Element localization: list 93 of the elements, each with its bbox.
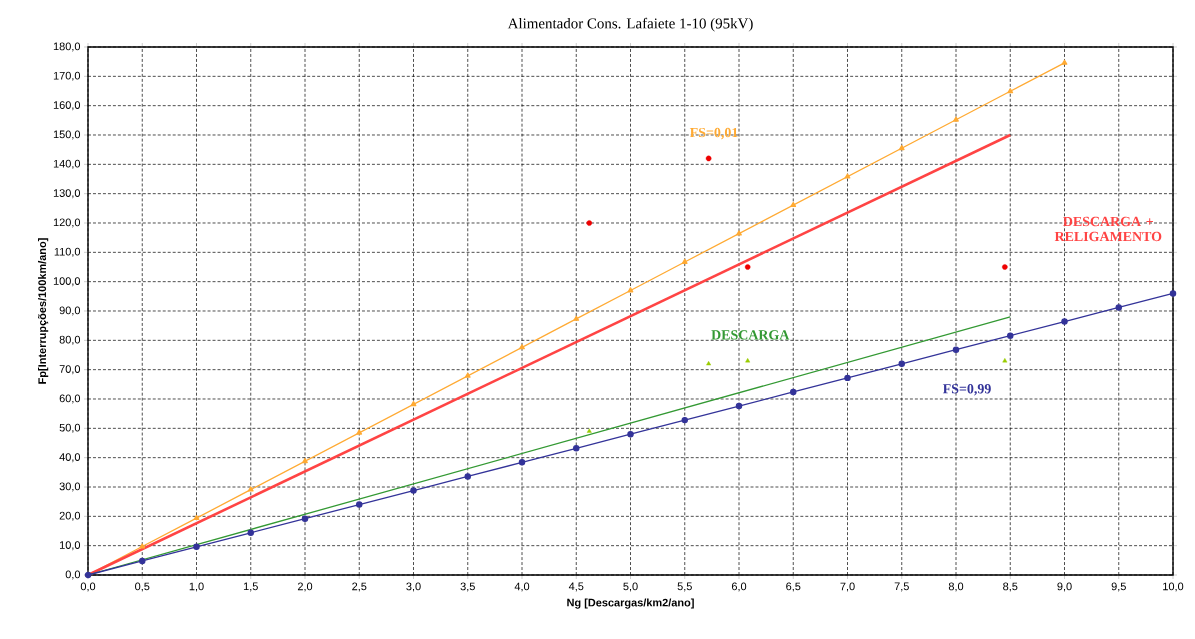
- y-tick-label: 110,0: [54, 247, 81, 257]
- y-tick-label: 100,0: [53, 277, 81, 287]
- point: [356, 501, 363, 508]
- point: [464, 473, 471, 480]
- x-tick-label: 8,0: [948, 582, 964, 592]
- point: [898, 360, 905, 368]
- y-tick-label: 130,0: [53, 189, 81, 199]
- x-tick-label: 1,0: [189, 582, 204, 592]
- x-tick-label: 4,5: [568, 582, 584, 592]
- y-tick-label: 70,0: [59, 365, 81, 375]
- point: [705, 155, 712, 162]
- y-tick-label: 20,0: [59, 511, 81, 521]
- text: FS=0,99: [942, 383, 991, 396]
- point: [706, 361, 712, 366]
- text: FS=0,01: [689, 127, 738, 140]
- y-tick-label: 170,0: [53, 71, 81, 81]
- x-tick-label: 4,0: [514, 582, 530, 592]
- x-tick-label: 7,5: [894, 582, 909, 592]
- point: [139, 557, 146, 565]
- x-tick-label: 0,5: [135, 582, 150, 592]
- point: [790, 201, 797, 208]
- x-tick-label: 6,5: [786, 582, 801, 592]
- x-tick-label: 0,0: [80, 582, 96, 592]
- y-tick-label: 180,0: [53, 42, 81, 52]
- point: [844, 173, 851, 179]
- point: [586, 220, 593, 226]
- point: [193, 543, 200, 551]
- y-tick-label: 30,0: [59, 482, 81, 492]
- y-tick-label: 90,0: [59, 306, 81, 316]
- y-tick-label: 40,0: [59, 453, 81, 463]
- x-tick-label: 2,5: [352, 582, 367, 592]
- point: [1002, 264, 1008, 270]
- point: [1115, 304, 1122, 311]
- point: [1169, 290, 1177, 297]
- point: [735, 402, 743, 410]
- x-tick-label: 5,0: [623, 582, 638, 592]
- x-tick-label: 1,5: [243, 582, 258, 592]
- point: [1007, 88, 1014, 94]
- point: [627, 287, 634, 293]
- point: [139, 543, 146, 549]
- point: [247, 529, 254, 536]
- point: [586, 428, 592, 433]
- point: [356, 429, 363, 435]
- point: [464, 372, 471, 378]
- point: [1061, 59, 1068, 65]
- point: [681, 258, 688, 264]
- text: DESCARGA + RELIGAMENTO: [1054, 216, 1162, 242]
- point: [844, 374, 851, 382]
- y-tick-label: 0,0: [65, 570, 81, 580]
- point: [519, 344, 525, 350]
- x-tick-label: 8,5: [1003, 582, 1018, 592]
- x-tick-label: 3,5: [460, 582, 475, 592]
- point: [1002, 358, 1008, 363]
- point: [898, 144, 905, 151]
- x-tick-label: 7,0: [840, 582, 855, 592]
- y-tick-label: 60,0: [59, 394, 81, 404]
- y-tick-label: 150,0: [53, 130, 81, 140]
- x-tick-label: 5,5: [677, 582, 692, 592]
- point: [1061, 318, 1068, 325]
- x-tick-label: 9,0: [1057, 582, 1072, 592]
- point: [681, 416, 688, 424]
- y-tick-label: 10,0: [59, 541, 81, 551]
- point: [953, 116, 959, 122]
- x-tick-label: 2,0: [297, 582, 313, 592]
- point: [952, 346, 960, 353]
- y-tick-label: 140,0: [53, 159, 81, 169]
- y-tick-label: 50,0: [59, 423, 81, 433]
- point: [301, 515, 309, 522]
- point: [736, 230, 742, 236]
- point: [302, 457, 308, 464]
- x-tick-label: 10,0: [1163, 582, 1184, 592]
- x-tick-label: 3,0: [406, 582, 421, 592]
- x-axis-title: Ng [Descargas/km2/ano]: [567, 598, 694, 609]
- point: [744, 264, 751, 270]
- point: [790, 388, 797, 396]
- point: [573, 445, 580, 452]
- point: [410, 401, 417, 407]
- point: [745, 358, 751, 363]
- y-tick-label: 80,0: [59, 335, 81, 345]
- point: [1007, 332, 1014, 339]
- point: [518, 459, 526, 466]
- y-axis-title: Fp[Interrupções/100km/ano]: [38, 238, 49, 384]
- text: DESCARGA: [711, 330, 790, 340]
- y-tick-label: 160,0: [53, 101, 81, 111]
- chart-title: Alimentador Cons. Lafaiete 1-10 (95kV): [507, 17, 753, 32]
- point: [410, 487, 417, 494]
- x-tick-label: 6,0: [731, 582, 747, 592]
- point: [247, 486, 254, 492]
- x-tick-label: 9,5: [1111, 582, 1126, 592]
- point: [627, 430, 634, 438]
- point: [573, 315, 580, 321]
- y-tick-label: 120,0: [53, 218, 81, 228]
- point: [193, 514, 200, 521]
